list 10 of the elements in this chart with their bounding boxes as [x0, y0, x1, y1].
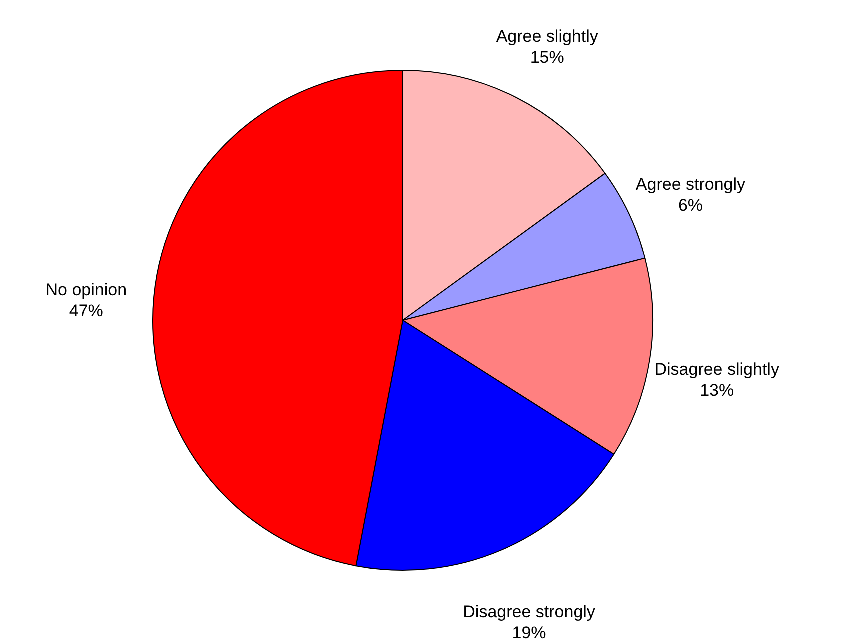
slice-label: Disagree strongly	[463, 602, 596, 622]
data-label: 13%	[700, 381, 734, 400]
slice-label: Agree slightly	[496, 27, 599, 46]
data-label: 47%	[69, 302, 104, 321]
slice-label: Disagree slightly	[654, 360, 780, 380]
data-label: 15%	[530, 48, 564, 68]
data-label: 19%	[512, 623, 546, 641]
slice-label: No opinion	[46, 280, 128, 300]
slice-label: Agree strongly	[636, 175, 746, 194]
data-label: 6%	[678, 196, 704, 216]
